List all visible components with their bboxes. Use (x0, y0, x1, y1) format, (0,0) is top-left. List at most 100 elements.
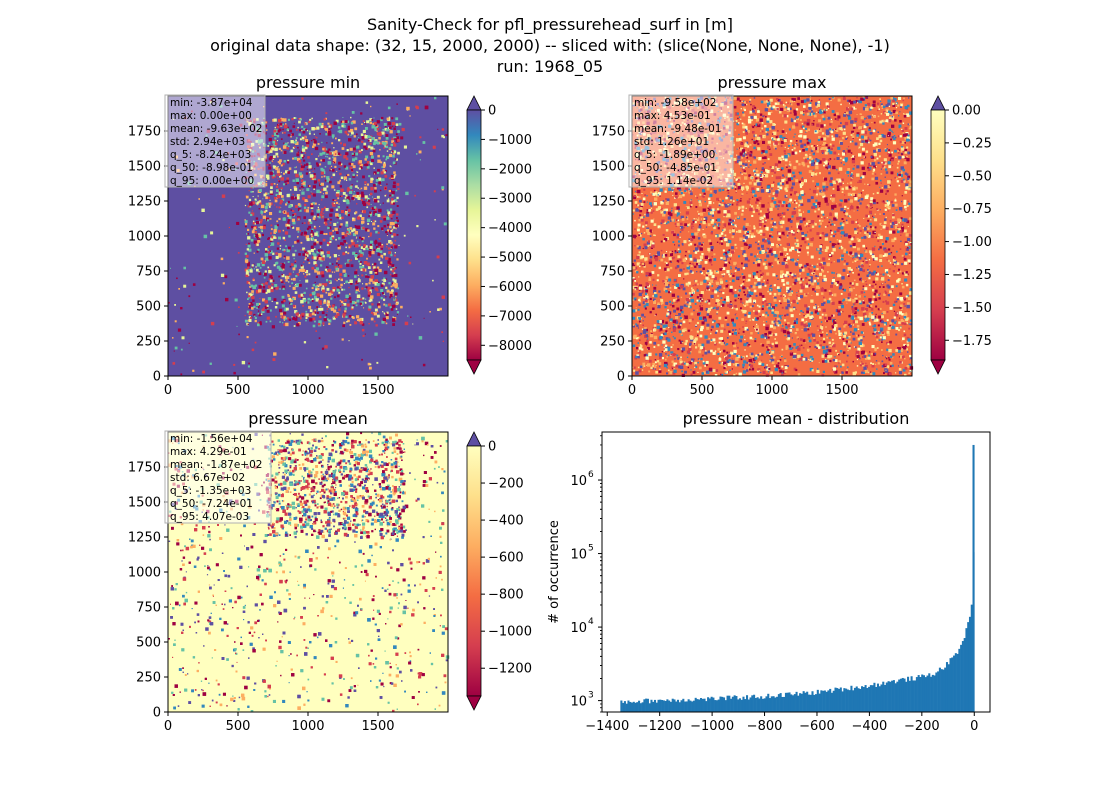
heatmap-cell (340, 242, 343, 246)
heatmap-cell (683, 240, 687, 244)
heatmap-cell (273, 229, 277, 233)
heatmap-cell (313, 253, 317, 257)
heatmap-cell (268, 137, 272, 142)
heatmap-cell (904, 278, 908, 282)
heatmap-cell (744, 310, 747, 313)
heatmap-cell (192, 369, 195, 372)
heatmap-cell (892, 109, 896, 113)
heatmap-cell (366, 147, 369, 150)
heatmap-cell (341, 125, 344, 128)
heatmap-cell (270, 286, 274, 290)
heatmap-cell (731, 358, 733, 360)
heatmap-cell (849, 271, 851, 273)
heatmap-cell (871, 226, 875, 230)
heatmap-cell (850, 237, 854, 241)
heatmap-cell (678, 188, 682, 192)
heatmap-cell (662, 213, 666, 217)
heatmap-cell (343, 288, 346, 291)
heatmap-cell (345, 223, 349, 227)
heatmap-cell (331, 293, 333, 295)
heatmap-cell (861, 159, 863, 161)
heatmap-cell (790, 259, 792, 261)
heatmap-cell (394, 138, 396, 140)
heatmap-cell (677, 219, 680, 222)
heatmap-cell (332, 286, 336, 291)
heatmap-cell (261, 263, 265, 267)
heatmap-cell (322, 283, 324, 286)
heatmap-cell (867, 227, 870, 230)
heatmap-cell (370, 192, 373, 196)
heatmap-cell (387, 106, 391, 110)
heatmap-cell (387, 247, 391, 250)
heatmap-cell (341, 210, 344, 213)
heatmap-cell (733, 373, 736, 376)
heatmap-cell (857, 334, 860, 337)
heatmap-cell (366, 165, 370, 169)
heatmap-cell (653, 289, 657, 294)
heatmap-cell (807, 165, 810, 168)
heatmap-cell (908, 139, 911, 142)
heatmap-cell (380, 185, 382, 186)
heatmap-cell (379, 249, 382, 251)
heatmap-cell (278, 168, 280, 170)
heatmap-cell (772, 296, 775, 298)
heatmap-cell (268, 164, 271, 166)
heatmap-cell (781, 355, 783, 358)
heatmap-cell (265, 248, 268, 251)
heatmap-cell (735, 217, 737, 219)
heatmap-cell (320, 199, 323, 201)
heatmap-cell (838, 332, 842, 336)
heatmap-cell (283, 160, 286, 163)
heatmap-cell (632, 264, 636, 268)
heatmap-cell (787, 169, 792, 173)
heatmap-cell (292, 316, 296, 320)
heatmap-cell (391, 125, 394, 128)
heatmap-cell (713, 189, 717, 194)
heatmap-cell (264, 305, 269, 309)
heatmap-cell (863, 217, 865, 219)
heatmap-cell (851, 204, 853, 207)
heatmap-cell (707, 307, 711, 312)
heatmap-cell (700, 221, 702, 223)
heatmap-cell (283, 323, 287, 326)
heatmap-cell (824, 359, 828, 363)
heatmap-cell (299, 230, 302, 232)
heatmap-cell (726, 188, 730, 192)
heatmap-cell (441, 128, 445, 131)
heatmap-cell (711, 256, 713, 258)
heatmap-cell (396, 201, 398, 203)
heatmap-cell (748, 358, 752, 363)
heatmap-cell (893, 310, 896, 312)
heatmap-cell (286, 248, 290, 253)
heatmap-cell (838, 362, 840, 364)
heatmap-cell (253, 313, 256, 317)
heatmap-cell (390, 174, 394, 178)
heatmap-cell (281, 270, 284, 272)
stat-line: std: 2.94e+03 (170, 136, 245, 148)
heatmap-cell (727, 192, 730, 194)
heatmap-cell (798, 290, 800, 293)
heatmap-cell (316, 213, 319, 216)
heatmap-cell (349, 233, 351, 235)
heatmap-cell (735, 334, 738, 336)
heatmap-cell (341, 122, 345, 126)
heatmap-cell (280, 149, 283, 152)
heatmap-cell (909, 140, 913, 144)
heatmap-cell (710, 219, 712, 221)
heatmap-cell (899, 120, 902, 123)
heatmap-cell (697, 371, 699, 373)
heatmap-cell (877, 237, 880, 239)
heatmap-cell (710, 279, 714, 283)
heatmap-cell (355, 287, 359, 292)
heatmap-cell (317, 323, 321, 326)
heatmap-cell (877, 161, 880, 164)
figure-title-line-2: original data shape: (32, 15, 2000, 2000… (210, 36, 890, 55)
heatmap-cell (317, 143, 320, 145)
heatmap-cell (325, 152, 329, 155)
heatmap-cell (267, 281, 269, 283)
heatmap-cell (272, 165, 275, 168)
heatmap-cell (803, 135, 807, 139)
heatmap-cell (356, 225, 361, 229)
heatmap-cell (286, 147, 289, 150)
heatmap-cell (748, 362, 750, 364)
